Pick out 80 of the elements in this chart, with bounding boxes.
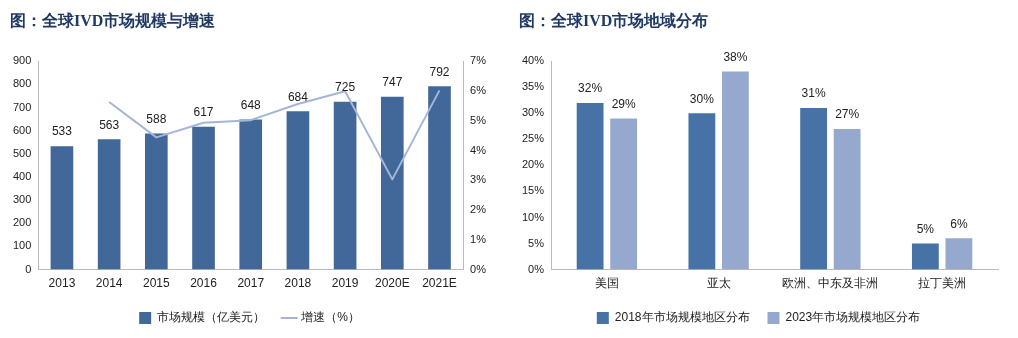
bar <box>721 71 749 270</box>
data-label: 5% <box>916 221 935 236</box>
bar <box>380 96 404 270</box>
data-label: 32% <box>578 81 603 96</box>
bar <box>97 139 121 270</box>
y-tick-label: 500 <box>12 146 32 159</box>
y-tick-label: 100 <box>12 239 32 252</box>
y-tick-label: 35% <box>521 80 545 93</box>
y-tick-label: 5% <box>528 236 545 249</box>
data-label: 27% <box>835 107 860 122</box>
y-tick-label: 10% <box>521 210 545 223</box>
y-tick-label: 800 <box>12 77 32 90</box>
x-tick-label: 2017 <box>237 276 265 291</box>
data-label: 747 <box>382 74 403 89</box>
y-tick-label: 200 <box>12 216 32 229</box>
legend-label: 2023年市场规模地区分布 <box>785 310 921 325</box>
bar <box>576 102 604 270</box>
y-tick-label: 20% <box>521 158 545 171</box>
y2-tick-label: 1% <box>470 232 487 245</box>
data-label: 31% <box>801 86 826 101</box>
y-tick-label: 0 <box>25 262 32 275</box>
bar <box>911 243 939 270</box>
y2-tick-label: 7% <box>470 54 487 67</box>
bar <box>428 86 451 270</box>
y-tick-label: 30% <box>521 106 545 119</box>
bar <box>333 101 357 270</box>
data-label: 6% <box>950 216 968 231</box>
data-label: 792 <box>429 64 450 79</box>
bar <box>833 128 861 270</box>
x-tick-label: 欧洲、中东及非洲 <box>782 276 879 291</box>
data-label: 648 <box>240 97 262 112</box>
bar <box>145 133 168 270</box>
y-tick-label: 600 <box>12 123 32 136</box>
y-tick-label: 900 <box>12 54 32 67</box>
x-tick-label: 2021E <box>422 276 457 291</box>
x-tick-label: 2019 <box>331 276 359 291</box>
data-label: 38% <box>723 49 748 64</box>
y-tick-label: 700 <box>12 100 32 113</box>
chart-title: 图：全球IVD市场规模与增速 <box>10 11 217 29</box>
bar <box>610 118 638 270</box>
x-tick-label: 2018 <box>284 276 312 291</box>
bar <box>50 146 74 270</box>
y-tick-label: 25% <box>521 132 545 145</box>
legend-label: 2018年市场规模地区分布 <box>614 310 750 325</box>
x-tick-label: 拉丁美洲 <box>918 276 967 291</box>
x-tick-label: 2013 <box>48 276 76 291</box>
data-label: 29% <box>611 96 636 111</box>
data-label: 684 <box>287 89 309 104</box>
bar <box>800 108 828 270</box>
x-tick-label: 美国 <box>594 276 619 291</box>
data-label: 533 <box>51 124 73 139</box>
x-tick-label: 2016 <box>190 276 218 291</box>
y-tick-label: 40% <box>521 54 545 67</box>
y-tick-label: 400 <box>12 170 32 183</box>
bar <box>688 113 716 270</box>
y2-tick-label: 3% <box>470 173 487 186</box>
y2-tick-label: 6% <box>470 84 487 96</box>
data-label: 563 <box>99 117 120 132</box>
y2-tick-label: 5% <box>470 113 487 126</box>
x-tick-label: 2014 <box>95 276 123 291</box>
y-tick-label: 300 <box>12 193 32 206</box>
y2-tick-label: 4% <box>470 143 487 156</box>
bar <box>945 238 973 270</box>
data-label: 725 <box>335 80 356 95</box>
bar <box>239 119 263 270</box>
bar <box>286 111 310 270</box>
y2-tick-label: 2% <box>470 203 487 216</box>
x-tick-label: 2020E <box>374 276 410 291</box>
bar <box>192 126 215 270</box>
chart-title: 图：全球IVD市场地域分布 <box>519 11 709 29</box>
x-tick-label: 亚太 <box>706 276 731 291</box>
data-label: 588 <box>146 111 167 126</box>
y2-tick-label: 0% <box>470 262 487 275</box>
y-tick-label: 15% <box>521 184 545 197</box>
data-label: 617 <box>193 105 214 120</box>
legend-label: 市场规模（亿美元） <box>157 310 266 325</box>
y-tick-label: 0% <box>528 262 545 275</box>
data-label: 30% <box>689 91 715 106</box>
legend-label: 增速（%） <box>300 310 360 325</box>
x-tick-label: 2015 <box>142 276 171 291</box>
